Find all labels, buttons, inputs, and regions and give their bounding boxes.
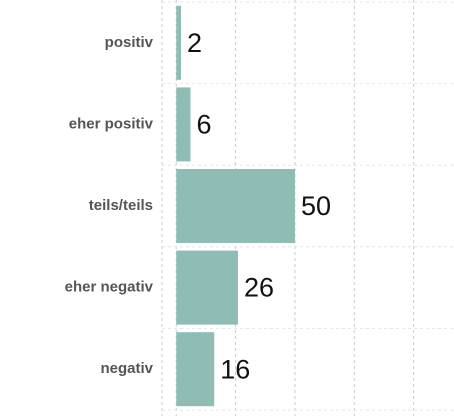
value-label: 26 (244, 273, 274, 303)
value-label: 16 (220, 354, 250, 384)
bar (176, 87, 191, 162)
value-label: 2 (187, 28, 202, 58)
category-label: positiv (105, 34, 154, 51)
category-label: teils/teils (89, 197, 153, 214)
category-label: eher positiv (69, 115, 154, 132)
value-label: 6 (196, 110, 211, 140)
bar (176, 332, 215, 407)
category-label: negativ (100, 360, 153, 377)
bar (176, 169, 295, 243)
category-label: eher negativ (65, 279, 154, 296)
bar (176, 250, 238, 325)
bar (176, 5, 181, 80)
value-label: 50 (301, 191, 331, 221)
